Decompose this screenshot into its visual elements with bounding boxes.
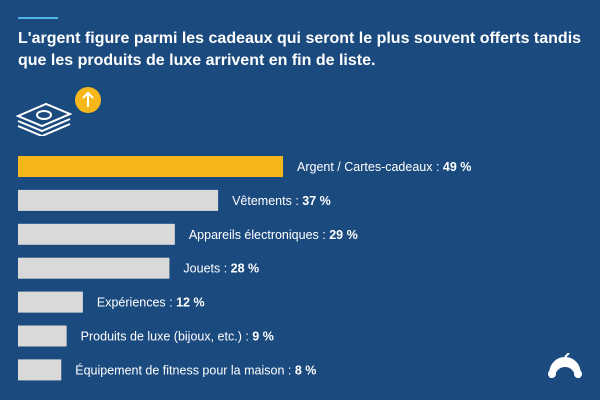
bar bbox=[18, 156, 283, 177]
bar bbox=[18, 325, 67, 347]
bar-label: Expériences : 12 % bbox=[97, 296, 205, 310]
bar bbox=[18, 359, 62, 381]
category-label: Jouets : bbox=[183, 262, 230, 276]
money-stack-icon bbox=[16, 102, 72, 136]
bar-label: Vêtements : 37 % bbox=[232, 194, 331, 208]
value-label: 28 % bbox=[231, 262, 260, 276]
category-label: Argent / Cartes-cadeaux : bbox=[297, 160, 443, 174]
brand-logo-icon bbox=[548, 353, 582, 378]
category-label: Appareils électroniques : bbox=[189, 228, 329, 242]
bar bbox=[18, 257, 170, 279]
value-label: 29 % bbox=[329, 228, 358, 242]
bar-label: Produits de luxe (bijoux, etc.) : 9 % bbox=[81, 330, 274, 344]
category-label: Expériences : bbox=[97, 296, 176, 310]
bar bbox=[18, 189, 219, 211]
value-label: 49 % bbox=[443, 160, 472, 174]
value-label: 8 % bbox=[295, 363, 317, 377]
category-label: Vêtements : bbox=[232, 194, 302, 208]
bar-label: Équipement de fitness pour la maison : 8… bbox=[75, 362, 316, 377]
value-label: 12 % bbox=[176, 296, 205, 310]
bar bbox=[18, 291, 83, 313]
category-label: Équipement de fitness pour la maison : bbox=[75, 362, 295, 377]
chart-title: L'argent figure parmi les cadeaux qui se… bbox=[18, 30, 582, 69]
value-label: 37 % bbox=[302, 194, 331, 208]
bar-label: Appareils électroniques : 29 % bbox=[189, 228, 358, 242]
accent-rule bbox=[18, 17, 58, 19]
bar-label: Argent / Cartes-cadeaux : 49 % bbox=[297, 160, 471, 174]
bar-label: Jouets : 28 % bbox=[183, 262, 259, 276]
value-label: 9 % bbox=[252, 330, 274, 344]
arrow-up-icon bbox=[75, 87, 101, 113]
category-label: Produits de luxe (bijoux, etc.) : bbox=[81, 330, 253, 344]
bar bbox=[18, 223, 175, 245]
